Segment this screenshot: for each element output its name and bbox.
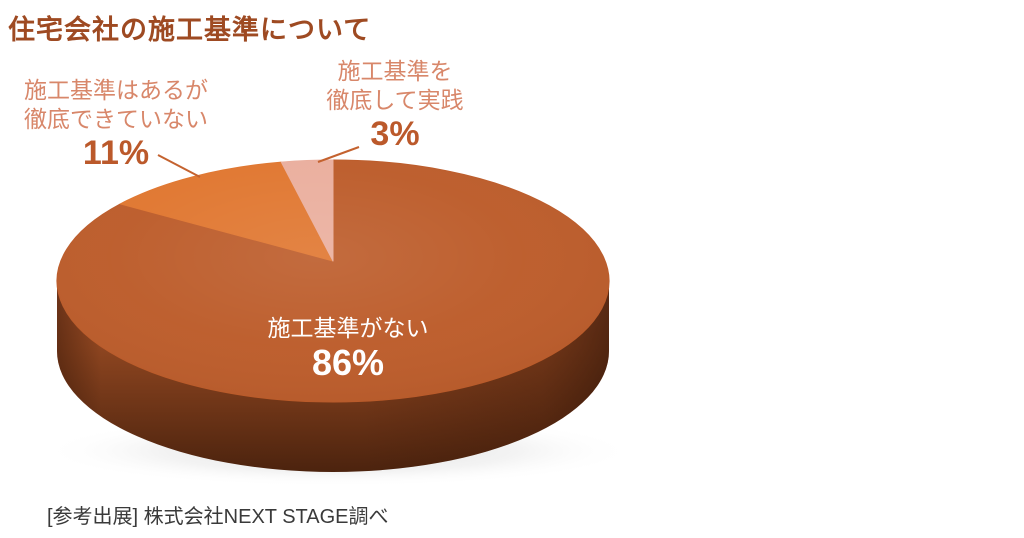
leader-line-3pct xyxy=(317,146,360,163)
inner-label-no-standard: 施工基準がない 86% xyxy=(240,313,456,383)
callout-thorough-percent: 3% xyxy=(370,115,420,153)
callout-partial-standard: 施工基準はあるが 徹底できていない 11% xyxy=(16,76,216,172)
chart-title: 住宅会社の施工基準について xyxy=(8,15,372,45)
callout-partial-line1: 施工基準はあるが xyxy=(24,77,208,103)
inner-label-line1: 施工基準がない xyxy=(267,315,429,341)
callout-thorough-practice: 施工基準を 徹底して実践 3% xyxy=(326,57,464,153)
callout-thorough-line1: 施工基準を xyxy=(337,58,453,84)
callout-partial-percent: 11% xyxy=(82,134,150,172)
callout-thorough-line2: 徹底して実践 xyxy=(326,87,464,113)
leader-line-11pct xyxy=(157,154,201,178)
pie-top-sheen xyxy=(57,160,609,402)
inner-label-percent: 86% xyxy=(311,342,385,383)
source-note: [参考出展] 株式会社NEXT STAGE調べ xyxy=(47,506,389,528)
pie-layers xyxy=(40,146,636,487)
callout-partial-line2: 徹底できていない xyxy=(24,106,208,132)
pie-side-shading xyxy=(57,281,609,472)
